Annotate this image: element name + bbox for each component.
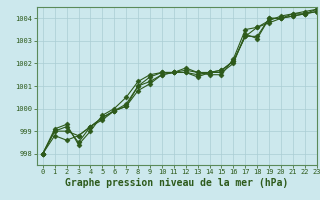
- X-axis label: Graphe pression niveau de la mer (hPa): Graphe pression niveau de la mer (hPa): [65, 178, 288, 188]
